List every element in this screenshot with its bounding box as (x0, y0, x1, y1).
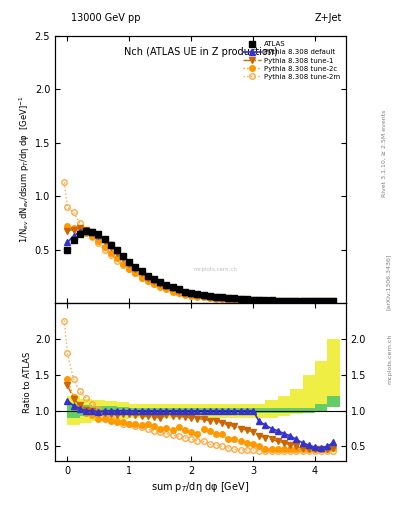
Bar (117, 402, 129, 419)
Y-axis label: 1/N$_{ev}$ dN$_{ev}$/dsum p$_T$/dη dφ  [GeV]$^{-1}$: 1/N$_{ev}$ dN$_{ev}$/dsum p$_T$/dη dφ [G… (17, 96, 32, 243)
Y-axis label: Ratio to ATLAS: Ratio to ATLAS (23, 351, 32, 413)
Bar (204, 403, 216, 418)
Bar (204, 408, 216, 414)
Bar (166, 403, 179, 418)
Bar (253, 403, 265, 418)
X-axis label: sum p$_T$/dη dφ [GeV]: sum p$_T$/dη dφ [GeV] (151, 480, 250, 494)
Bar (290, 389, 303, 414)
Bar (92, 400, 105, 421)
Bar (67, 396, 80, 425)
Text: Z+Jet: Z+Jet (314, 13, 342, 23)
Bar (80, 405, 92, 416)
Bar (327, 396, 340, 407)
Bar (129, 403, 141, 418)
Text: mcplots.cern.ch: mcplots.cern.ch (387, 333, 392, 383)
Text: 13000 GeV pp: 13000 GeV pp (71, 13, 140, 23)
Bar (80, 398, 92, 423)
Bar (327, 339, 340, 407)
Bar (154, 403, 166, 418)
Bar (315, 360, 327, 411)
Bar (191, 408, 204, 414)
Bar (290, 408, 303, 413)
Bar (141, 403, 154, 418)
Text: Nch (ATLAS UE in Z production): Nch (ATLAS UE in Z production) (123, 47, 277, 56)
Bar (228, 408, 241, 413)
Bar (154, 408, 166, 414)
Bar (216, 403, 228, 418)
Bar (278, 408, 290, 413)
Bar (105, 401, 117, 420)
Bar (241, 408, 253, 413)
Bar (67, 403, 80, 418)
Bar (303, 408, 315, 413)
Legend: ATLAS, Pythia 8.308 default, Pythia 8.308 tune-1, Pythia 8.308 tune-2c, Pythia 8: ATLAS, Pythia 8.308 default, Pythia 8.30… (241, 39, 342, 82)
Bar (92, 406, 105, 416)
Bar (228, 403, 241, 418)
Bar (105, 407, 117, 415)
Bar (179, 403, 191, 418)
Bar (129, 408, 141, 414)
Text: mcplots.cern.ch: mcplots.cern.ch (193, 267, 237, 272)
Text: [arXiv:1306.3436]: [arXiv:1306.3436] (386, 253, 391, 310)
Bar (141, 408, 154, 414)
Bar (179, 408, 191, 414)
Bar (253, 408, 265, 413)
Bar (241, 403, 253, 418)
Bar (265, 400, 278, 418)
Bar (278, 396, 290, 416)
Bar (166, 408, 179, 414)
Bar (216, 408, 228, 414)
Text: Rivet 3.1.10, ≥ 2.5M events: Rivet 3.1.10, ≥ 2.5M events (382, 110, 387, 197)
Bar (191, 403, 204, 418)
Bar (315, 403, 327, 411)
Bar (303, 375, 315, 413)
Bar (265, 408, 278, 413)
Bar (117, 407, 129, 414)
